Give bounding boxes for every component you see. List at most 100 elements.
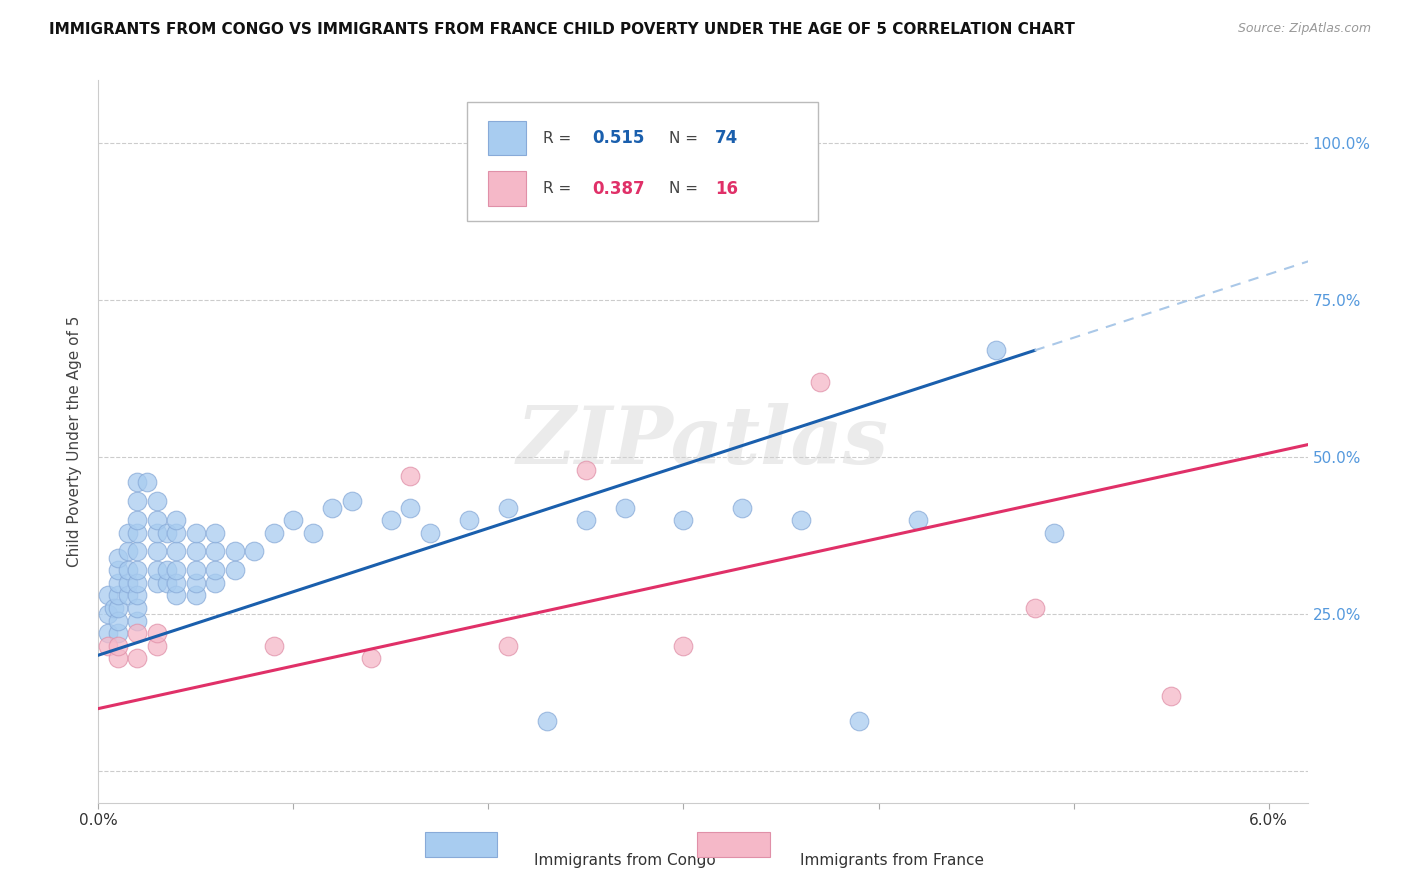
Point — [808, 375, 831, 389]
Point — [263, 639, 285, 653]
Point — [165, 589, 187, 603]
Point — [614, 500, 637, 515]
Point — [146, 639, 169, 653]
FancyBboxPatch shape — [697, 831, 769, 857]
Text: Source: ZipAtlas.com: Source: ZipAtlas.com — [1237, 22, 1371, 36]
Point — [575, 463, 598, 477]
Point — [1024, 601, 1046, 615]
Point — [672, 639, 695, 653]
Point — [399, 500, 422, 515]
Text: 74: 74 — [716, 129, 738, 147]
Point — [848, 714, 870, 728]
Text: Immigrants from Congo: Immigrants from Congo — [534, 854, 716, 869]
Point — [127, 544, 149, 558]
Point — [204, 525, 226, 540]
Point — [496, 500, 519, 515]
Point — [117, 575, 139, 590]
FancyBboxPatch shape — [467, 102, 818, 221]
Point — [789, 513, 811, 527]
Point — [107, 550, 129, 565]
FancyBboxPatch shape — [488, 171, 526, 206]
Point — [907, 513, 929, 527]
Point — [204, 544, 226, 558]
Point — [107, 651, 129, 665]
Text: N =: N = — [669, 130, 699, 145]
Point — [184, 589, 207, 603]
Point — [360, 651, 382, 665]
Text: ZIPatlas: ZIPatlas — [517, 403, 889, 480]
Y-axis label: Child Poverty Under the Age of 5: Child Poverty Under the Age of 5 — [67, 316, 83, 567]
Point — [117, 525, 139, 540]
Point — [127, 475, 149, 490]
Point — [984, 343, 1007, 358]
Point — [263, 525, 285, 540]
Point — [184, 544, 207, 558]
Point — [146, 513, 169, 527]
Point — [184, 525, 207, 540]
Point — [97, 589, 120, 603]
Text: N =: N = — [669, 181, 699, 196]
Point — [165, 525, 187, 540]
Point — [127, 575, 149, 590]
Point — [146, 494, 169, 508]
Text: Immigrants from France: Immigrants from France — [800, 854, 984, 869]
Point — [103, 601, 125, 615]
Point — [97, 639, 120, 653]
Point — [184, 575, 207, 590]
Point — [97, 626, 120, 640]
Point — [204, 563, 226, 577]
Point — [127, 589, 149, 603]
Point — [107, 614, 129, 628]
Point — [146, 626, 169, 640]
Point — [127, 614, 149, 628]
Text: 0.387: 0.387 — [592, 179, 644, 198]
Point — [107, 639, 129, 653]
Point — [243, 544, 266, 558]
Text: IMMIGRANTS FROM CONGO VS IMMIGRANTS FROM FRANCE CHILD POVERTY UNDER THE AGE OF 5: IMMIGRANTS FROM CONGO VS IMMIGRANTS FROM… — [49, 22, 1076, 37]
Point — [146, 525, 169, 540]
Point — [117, 563, 139, 577]
Point — [156, 575, 179, 590]
Point — [127, 563, 149, 577]
Point — [117, 544, 139, 558]
Point — [127, 601, 149, 615]
Text: R =: R = — [543, 181, 572, 196]
Point — [224, 544, 246, 558]
Point — [224, 563, 246, 577]
Point — [165, 575, 187, 590]
Point — [204, 575, 226, 590]
Point — [136, 475, 159, 490]
Point — [672, 513, 695, 527]
Point — [117, 589, 139, 603]
Point — [302, 525, 325, 540]
Point — [107, 563, 129, 577]
Point — [1160, 689, 1182, 703]
Point — [419, 525, 441, 540]
Point — [165, 544, 187, 558]
Point — [127, 494, 149, 508]
Point — [399, 469, 422, 483]
Point — [340, 494, 363, 508]
Point — [283, 513, 305, 527]
Text: 0.515: 0.515 — [592, 129, 644, 147]
Point — [107, 626, 129, 640]
FancyBboxPatch shape — [488, 120, 526, 155]
Point — [380, 513, 402, 527]
Point — [127, 626, 149, 640]
Point — [127, 513, 149, 527]
Point — [731, 500, 754, 515]
Point — [146, 544, 169, 558]
Point — [127, 525, 149, 540]
Point — [184, 563, 207, 577]
Point — [146, 575, 169, 590]
Text: R =: R = — [543, 130, 572, 145]
Point — [165, 563, 187, 577]
Point — [107, 575, 129, 590]
Point — [156, 563, 179, 577]
Point — [97, 607, 120, 622]
Point — [321, 500, 343, 515]
Point — [575, 513, 598, 527]
Point — [107, 589, 129, 603]
Point — [165, 513, 187, 527]
Point — [127, 651, 149, 665]
